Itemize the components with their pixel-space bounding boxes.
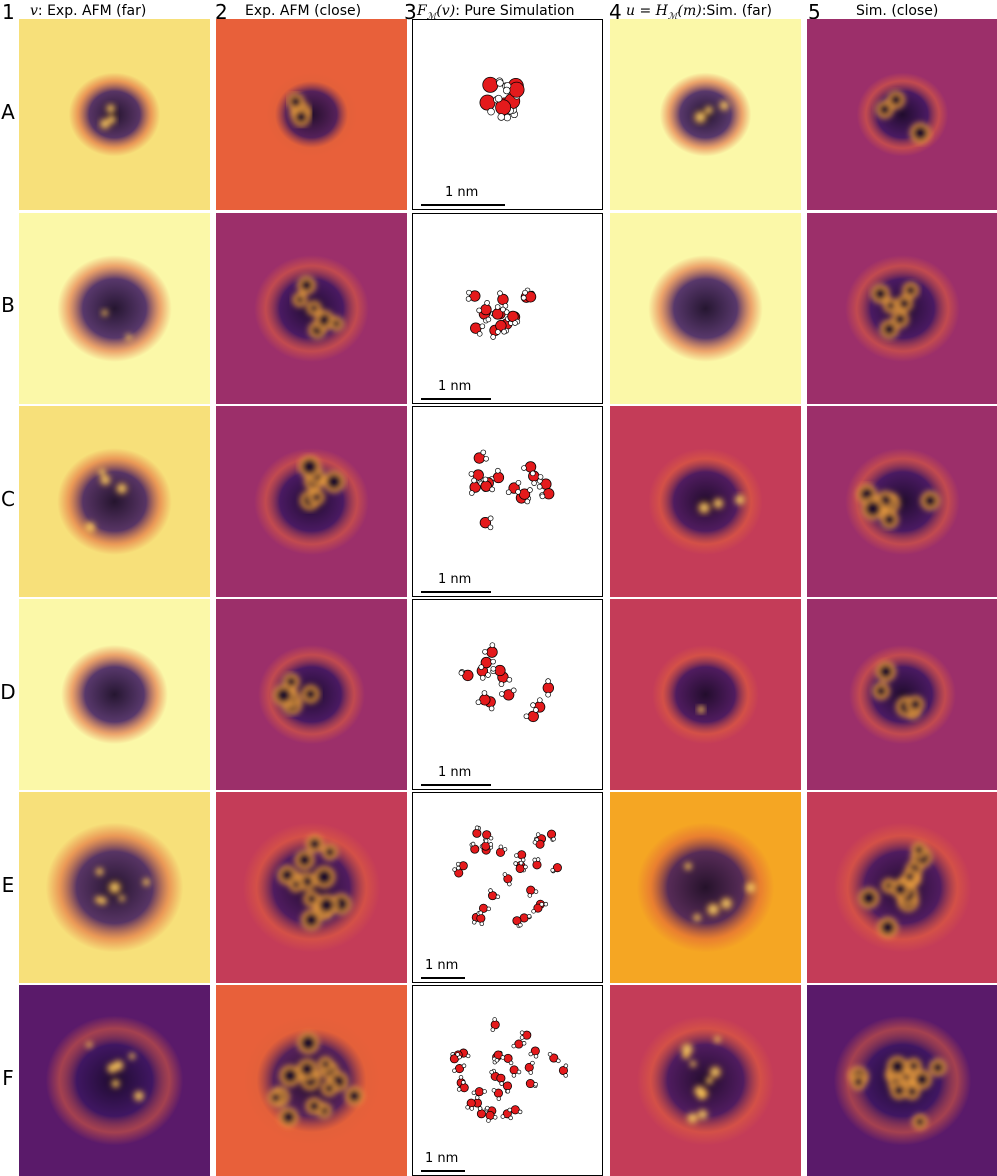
- column-math: u = H: [626, 3, 668, 19]
- column-number: 1: [2, 0, 15, 24]
- row-label-b: B: [1, 293, 15, 317]
- scale-bar: [421, 1170, 465, 1172]
- panel-e-exp-far: [19, 792, 210, 983]
- panel-d-pure-sim: [412, 599, 603, 790]
- panel-d-exp-close: [216, 599, 407, 790]
- column-number: 4: [609, 0, 622, 24]
- row-label-c: C: [1, 487, 15, 511]
- panel-e-exp-close: [216, 792, 407, 983]
- column-number: 2: [215, 0, 228, 24]
- panel-f-exp-far: [19, 985, 210, 1176]
- column-label: : Pure Simulation: [455, 3, 575, 19]
- column-label: :Sim. (far): [701, 3, 772, 19]
- column-math-2: (v): [436, 3, 456, 19]
- scale-label: 1 nm: [445, 185, 479, 200]
- panel-b-exp-close: [216, 213, 407, 404]
- panel-d-exp-far: [19, 599, 210, 790]
- column-math-sub: ℳ: [426, 11, 437, 22]
- column-math-2: (m): [677, 3, 702, 19]
- panel-e-sim-close: [807, 792, 997, 983]
- panel-a-exp-far: [19, 19, 210, 210]
- panel-c-exp-close: [216, 406, 407, 597]
- column-label: Exp. AFM (close): [245, 3, 362, 19]
- panel-f-sim-close: [807, 985, 997, 1176]
- scale-label: 1 nm: [438, 765, 472, 780]
- panel-c-sim-far: [610, 406, 801, 597]
- scale-bar: [421, 591, 491, 593]
- panel-c-sim-close: [807, 406, 997, 597]
- scale-bar: [421, 398, 491, 400]
- panel-a-exp-close: [216, 19, 407, 210]
- panel-a-sim-close: [807, 19, 997, 210]
- panel-d-sim-far: [610, 599, 801, 790]
- scale-label: 1 nm: [438, 572, 472, 587]
- row-label-f: F: [2, 1066, 14, 1090]
- column-math: v: [30, 3, 38, 19]
- panel-a-pure-sim: [412, 19, 603, 210]
- column-number: 3: [404, 0, 417, 24]
- scale-bar: [421, 977, 465, 979]
- panel-d-sim-close: [807, 599, 997, 790]
- column-number: 5: [808, 0, 821, 24]
- column-label: Sim. (close): [856, 3, 939, 19]
- scale-label: 1 nm: [425, 1151, 459, 1166]
- panel-f-exp-close: [216, 985, 407, 1176]
- panel-f-sim-far: [610, 985, 801, 1176]
- row-label-a: A: [1, 100, 15, 124]
- scale-bar: [421, 204, 505, 206]
- scale-label: 1 nm: [438, 379, 472, 394]
- row-label-e: E: [1, 873, 15, 897]
- panel-e-pure-sim: [412, 792, 603, 983]
- panel-e-sim-far: [610, 792, 801, 983]
- panel-b-sim-far: [610, 213, 801, 404]
- scale-label: 1 nm: [425, 958, 459, 973]
- column-math: F: [417, 3, 427, 19]
- panel-b-exp-far: [19, 213, 210, 404]
- column-label: : Exp. AFM (far): [37, 3, 147, 19]
- panel-f-pure-sim: [412, 985, 603, 1176]
- column-math-sub: ℳ: [667, 11, 678, 22]
- panel-c-exp-far: [19, 406, 210, 597]
- panel-b-sim-close: [807, 213, 997, 404]
- panel-a-sim-far: [610, 19, 801, 210]
- row-label-d: D: [0, 680, 16, 704]
- panel-b-pure-sim: [412, 213, 603, 404]
- panel-c-pure-sim: [412, 406, 603, 597]
- scale-bar: [421, 784, 491, 786]
